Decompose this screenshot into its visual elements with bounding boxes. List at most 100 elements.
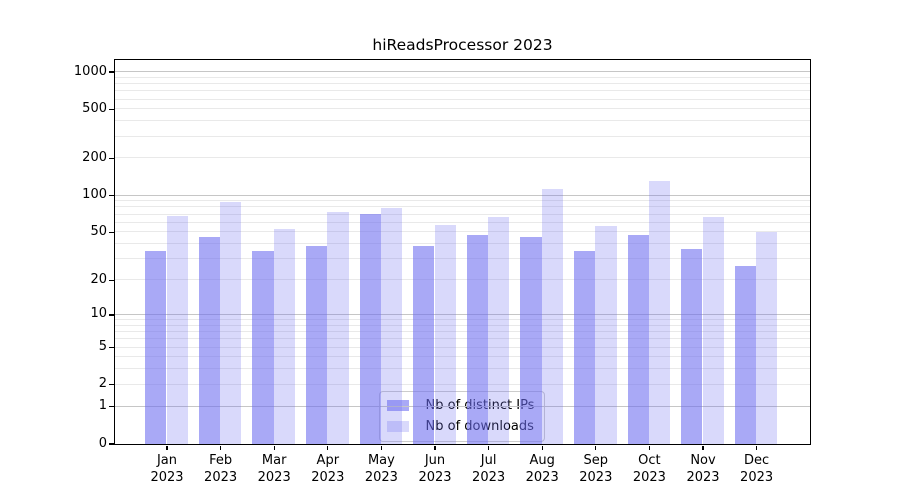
y-tick-label-10: 10 — [90, 306, 107, 322]
minor-gridline-900 — [114, 76, 810, 78]
bar-downloads-apr — [327, 211, 349, 444]
minor-gridline-3 — [114, 368, 810, 370]
chart-title: hiReadsProcessor 2023 — [372, 36, 553, 54]
x-tick-month: Sep — [583, 453, 609, 468]
minor-gridline-90 — [114, 200, 810, 202]
x-tick-year: 2023 — [525, 470, 559, 485]
minor-gridline-6 — [114, 338, 810, 340]
bar-downloads-nov — [702, 217, 724, 444]
minor-gridline-5 — [114, 346, 810, 348]
x-tick-year: 2023 — [257, 470, 291, 485]
x-tick-year: 2023 — [150, 470, 184, 485]
x-tick-mar — [273, 445, 275, 450]
y-tick-20 — [109, 279, 115, 281]
legend: Nb of distinct IPs Nb of downloads — [378, 390, 546, 442]
x-tick-label-jun: Jun 2023 — [418, 452, 451, 486]
minor-gridline-800 — [114, 83, 810, 84]
minor-gridline-2 — [114, 383, 810, 385]
y-tick-label-50: 50 — [90, 223, 107, 239]
bar-downloads-may — [380, 208, 403, 444]
x-tick-year: 2023 — [632, 470, 666, 485]
x-tick-label-nov: Nov 2023 — [686, 452, 719, 486]
x-tick-may — [380, 445, 383, 450]
x-tick-label-jan: Jan 2023 — [150, 452, 183, 486]
x-tick-label-oct: Oct 2023 — [633, 452, 666, 486]
bar-ips-apr — [305, 246, 328, 444]
y-tick-5 — [109, 346, 115, 349]
x-tick-month: Jun — [424, 453, 446, 468]
x-tick-year: 2023 — [686, 470, 720, 485]
bar-downloads-jul — [488, 217, 510, 444]
y-tick-label-500: 500 — [82, 100, 107, 116]
x-tick-year: 2023 — [579, 470, 613, 485]
bar-downloads-jun — [434, 224, 456, 444]
x-tick-label-aug: Aug 2023 — [526, 452, 559, 486]
y-tick-200 — [109, 157, 115, 160]
minor-gridline-70 — [114, 213, 810, 215]
y-tick-1000 — [109, 71, 115, 73]
x-tick-feb — [220, 445, 222, 450]
bar-ips-may — [359, 214, 381, 444]
x-tick-month: Oct — [638, 453, 661, 468]
y-tick-label-200: 200 — [82, 149, 107, 165]
y-tick-label-0: 0 — [98, 435, 107, 451]
x-tick-year: 2023 — [740, 470, 774, 485]
x-tick-year: 2023 — [311, 470, 345, 485]
x-tick-year: 2023 — [472, 470, 506, 485]
minor-gridline-600 — [114, 98, 810, 100]
x-tick-month: Apr — [316, 453, 340, 468]
minor-gridline-60 — [114, 221, 810, 223]
minor-gridline-30 — [114, 258, 810, 260]
major-gridline-10 — [114, 313, 810, 315]
minor-gridline-50 — [114, 231, 810, 233]
bar-ips-jan — [145, 250, 167, 444]
x-tick-label-mar: Mar 2023 — [258, 452, 291, 486]
bar-downloads-aug — [541, 189, 564, 444]
x-tick-jul — [488, 445, 490, 450]
bar-downloads-sep — [595, 225, 617, 444]
y-tick-2 — [109, 384, 115, 386]
x-tick-label-may: May 2023 — [365, 452, 398, 486]
minor-gridline-7 — [114, 331, 810, 332]
bar-ips-jun — [413, 246, 435, 444]
y-tick-10 — [109, 314, 115, 316]
x-tick-dec — [756, 445, 758, 450]
minor-gridline-40 — [114, 243, 810, 244]
x-tick-aug — [541, 445, 543, 450]
x-tick-apr — [327, 445, 329, 450]
y-tick-0 — [109, 443, 115, 445]
minor-gridline-80 — [114, 206, 810, 208]
minor-gridline-400 — [114, 120, 810, 122]
x-tick-label-feb: Feb 2023 — [204, 452, 237, 486]
x-tick-sep — [595, 445, 597, 450]
x-tick-month: Dec — [744, 453, 770, 468]
bar-downloads-jan — [166, 215, 188, 444]
y-tick-label-2: 2 — [98, 376, 107, 392]
bar-ips-oct — [627, 235, 649, 444]
x-tick-year: 2023 — [364, 470, 398, 485]
bar-ips-nov — [681, 249, 703, 444]
x-tick-month: Feb — [209, 453, 233, 468]
x-tick-year: 2023 — [204, 470, 238, 485]
x-tick-label-sep: Sep 2023 — [579, 452, 612, 486]
x-tick-month: Jul — [480, 453, 497, 468]
x-tick-jan — [166, 445, 168, 450]
x-tick-month: Aug — [529, 453, 555, 468]
legend-swatch-distinct-ips — [386, 400, 409, 411]
bar-downloads-dec — [756, 231, 778, 444]
y-tick-label-100: 100 — [82, 187, 107, 202]
major-gridline-100 — [114, 194, 810, 196]
bar-downloads-mar — [273, 228, 296, 444]
bar-ips-feb — [198, 237, 221, 444]
x-tick-month: Jan — [156, 453, 178, 468]
major-gridline-1000 — [114, 71, 810, 72]
y-tick-50 — [109, 231, 115, 233]
minor-gridline-9 — [114, 319, 810, 320]
bar-ips-sep — [573, 250, 596, 444]
x-tick-jun — [434, 445, 436, 450]
y-tick-100 — [109, 194, 115, 197]
x-tick-year: 2023 — [418, 470, 452, 485]
plot-area: Nb of distinct IPs Nb of downloads — [113, 58, 811, 445]
bar-ips-mar — [252, 250, 274, 444]
